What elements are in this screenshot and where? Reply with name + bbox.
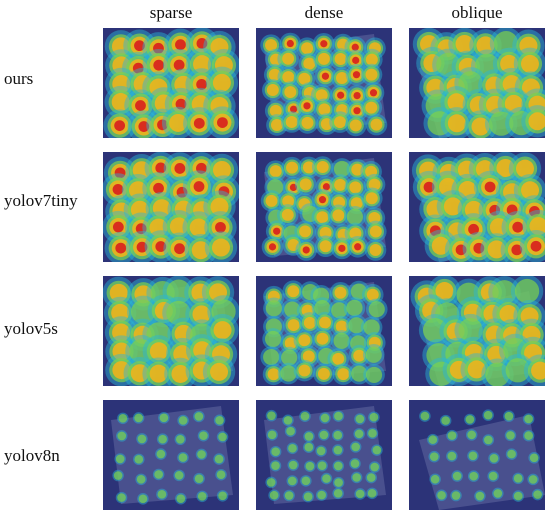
row-label-yolov7tiny: yolov7tiny bbox=[4, 191, 78, 210]
heatmap-yolov7tiny-oblique bbox=[409, 152, 545, 262]
column-label-sparse: sparse bbox=[149, 3, 193, 22]
column-label-dense: dense bbox=[304, 3, 344, 22]
heatmap-yolov8n-oblique bbox=[409, 400, 545, 510]
heatmap-yolov5s-dense bbox=[256, 276, 392, 386]
heatmap-yolov5s-oblique bbox=[409, 276, 545, 386]
heatmap-ours-dense bbox=[256, 28, 392, 138]
heatmap-yolov8n-sparse bbox=[103, 400, 239, 510]
row-label-yolov8n: yolov8n bbox=[4, 446, 60, 465]
column-label-oblique: oblique bbox=[451, 3, 503, 22]
heatmap-ours-sparse bbox=[103, 28, 239, 138]
heatmap-yolov8n-dense bbox=[256, 400, 392, 510]
heatmap-yolov7tiny-sparse bbox=[103, 152, 239, 262]
row-label-ours: ours bbox=[4, 69, 34, 88]
heatmap-ours-oblique bbox=[409, 28, 545, 138]
heatmap-yolov5s-sparse bbox=[103, 276, 239, 386]
heatmap-yolov7tiny-dense bbox=[256, 152, 392, 262]
row-label-yolov5s: yolov5s bbox=[4, 319, 58, 338]
